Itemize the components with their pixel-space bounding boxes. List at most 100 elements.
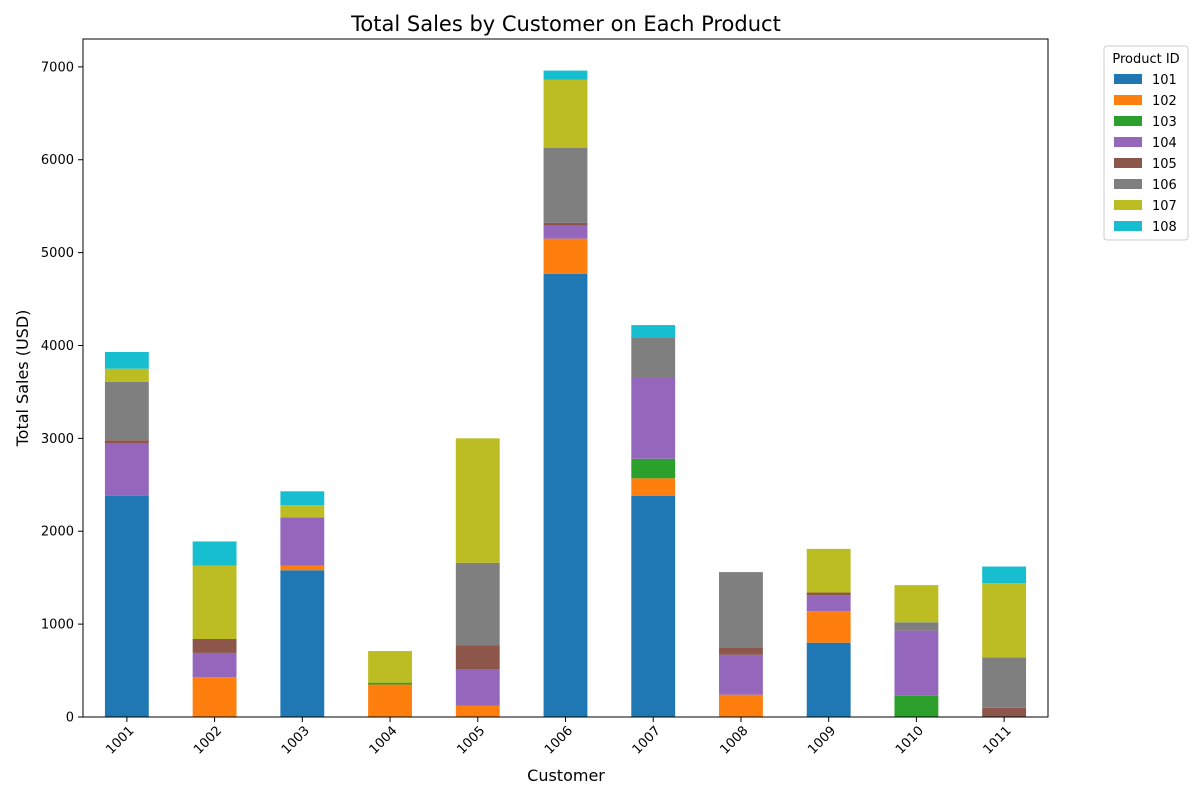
bar-segment-1005-105	[455, 645, 500, 670]
x-tick-label: 1010	[893, 724, 927, 758]
y-tick-label: 7000	[41, 60, 74, 75]
bar-segment-1005-106	[455, 562, 500, 646]
bar-segment-1010-103	[894, 695, 939, 717]
bar-segment-1006-105	[543, 222, 588, 226]
y-tick-label: 4000	[41, 339, 74, 354]
bar-segment-1007-106	[631, 337, 676, 378]
bar-segment-1008-106	[719, 572, 763, 648]
y-tick-label: 2000	[41, 525, 74, 540]
bar-segment-1007-108	[631, 325, 676, 338]
bar-segment-1005-104	[455, 669, 500, 706]
y-tick-label: 5000	[41, 246, 74, 261]
legend-label-106: 106	[1152, 178, 1177, 193]
x-tick-label: 1002	[191, 724, 225, 758]
bar-segment-1006-107	[543, 79, 588, 148]
y-axis-label: Total Sales (USD)	[13, 310, 32, 448]
bar-segment-1004-103	[368, 682, 412, 685]
bar-segment-1001-107	[104, 368, 149, 382]
legend-items: 101 102 103 104 105 106 107 108	[1114, 73, 1177, 235]
bar-segment-1002-104	[192, 652, 237, 678]
x-tick-label: 1009	[805, 724, 839, 758]
bar-segment-1006-106	[543, 147, 588, 223]
legend-swatch-105	[1114, 158, 1142, 168]
bar-segment-1002-108	[192, 541, 237, 566]
x-tick-label: 1001	[103, 724, 137, 758]
bar-segment-1007-103	[631, 458, 676, 479]
bar-segment-1001-106	[104, 381, 149, 441]
x-tick-label: 1005	[454, 724, 488, 758]
y-tick-label: 3000	[41, 432, 74, 447]
bar-segment-1011-108	[982, 566, 1027, 584]
bar-segment-1001-101	[104, 495, 149, 717]
chart-title: Total Sales by Customer on Each Product	[350, 12, 781, 36]
legend-swatch-102	[1114, 95, 1142, 105]
y-axis: 0 1000 2000 3000 4000 5000 6000 7000	[41, 60, 83, 726]
bar-segment-1006-104	[543, 225, 588, 239]
bar-segment-1001-108	[104, 351, 149, 369]
bar-segment-1004-107	[368, 651, 412, 683]
legend-swatch-103	[1114, 116, 1142, 126]
legend-label-105: 105	[1152, 157, 1177, 172]
bar-segment-1003-108	[280, 491, 325, 506]
legend-label-101: 101	[1152, 73, 1177, 88]
bar-segment-1006-102	[543, 238, 588, 274]
bar-segment-1005-107	[455, 438, 500, 563]
legend-frame	[1103, 45, 1189, 241]
bar-segment-1008-104	[719, 654, 763, 695]
x-tick-label: 1006	[542, 724, 576, 758]
legend-swatch-101	[1114, 74, 1142, 84]
legend-label-107: 107	[1152, 199, 1177, 214]
plot-frame	[82, 38, 1049, 718]
bar-segment-1011-107	[982, 583, 1027, 658]
y-tick-label: 1000	[41, 618, 74, 633]
bar-segment-1003-102	[280, 565, 325, 571]
x-tick-label: 1011	[981, 724, 1015, 758]
legend-swatch-104	[1114, 137, 1142, 147]
x-tick-label: 1004	[367, 724, 401, 758]
bar-segment-1007-102	[631, 478, 676, 496]
bar-segment-1003-104	[280, 517, 325, 566]
bar-segment-1006-108	[543, 70, 588, 80]
plot-area	[104, 70, 1027, 717]
bar-segment-1009-104	[806, 595, 851, 612]
bar-segment-1010-107	[894, 585, 939, 623]
x-tick-label: 1003	[279, 724, 313, 758]
bar-segment-1011-106	[982, 657, 1027, 708]
bar-segment-1008-102	[719, 694, 763, 717]
bar-segment-1002-102	[192, 677, 237, 717]
legend-label-108: 108	[1152, 220, 1177, 235]
bar-segment-1007-104	[631, 378, 676, 459]
legend-title: Product ID	[1112, 52, 1179, 67]
bar-segment-1007-101	[631, 495, 676, 717]
legend-label-102: 102	[1152, 94, 1177, 109]
legend-swatch-107	[1114, 200, 1142, 210]
legend: Product ID 101 102 103 104 105 106 107 108	[1103, 45, 1189, 241]
bar-segment-1009-105	[806, 592, 851, 596]
x-axis-label: Customer	[527, 766, 605, 785]
y-tick-label: 6000	[41, 153, 74, 168]
bar-segment-1009-102	[806, 611, 851, 643]
bar-segment-1009-107	[806, 548, 851, 593]
bar-segment-1003-107	[280, 505, 325, 518]
bar-segment-1005-102	[455, 705, 500, 717]
bar-segment-1006-101	[543, 273, 588, 717]
bar-segment-1002-105	[192, 638, 237, 653]
legend-label-104: 104	[1152, 136, 1177, 151]
bar-segment-1008-105	[719, 647, 763, 655]
y-tick-label: 0	[66, 711, 74, 726]
bar-segment-1003-101	[280, 570, 325, 717]
bar-segment-1002-107	[192, 565, 237, 639]
bar-segment-1010-104	[894, 630, 939, 696]
bar-segment-1011-105	[982, 707, 1027, 717]
x-tick-label: 1008	[717, 724, 751, 758]
x-tick-label: 1007	[630, 724, 664, 758]
legend-swatch-108	[1114, 221, 1142, 231]
bar-segment-1001-104	[104, 443, 149, 496]
bar-segment-1009-101	[806, 642, 851, 717]
x-axis: 1001 1002 1003 1004 1005 1006 1007 1008 1009 1010…	[103, 717, 1015, 758]
legend-swatch-106	[1114, 179, 1142, 189]
bar-segment-1001-105	[104, 440, 149, 444]
bar-segment-1004-102	[368, 684, 412, 717]
